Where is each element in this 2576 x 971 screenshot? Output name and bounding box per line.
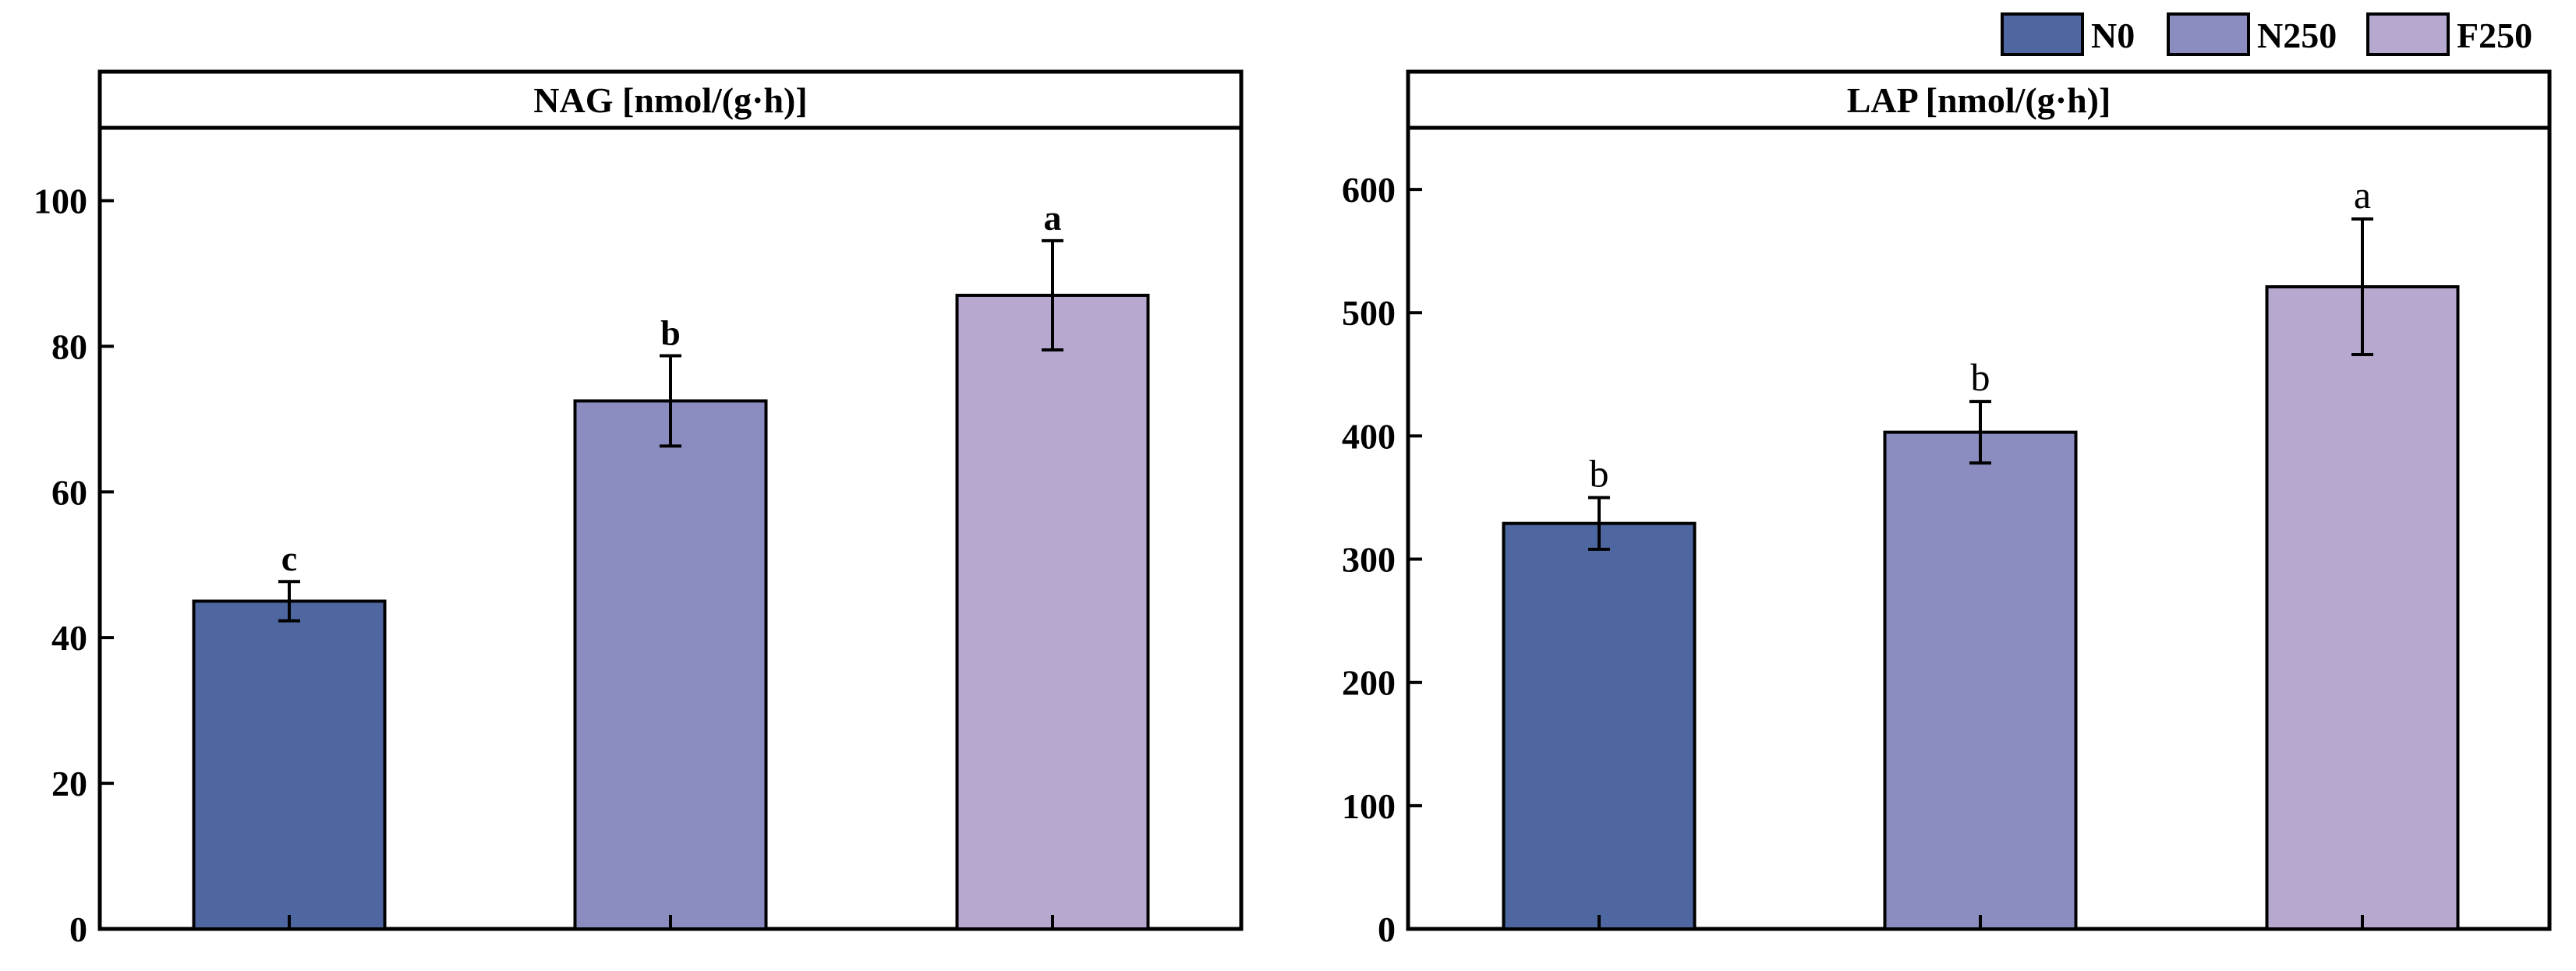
- legend-swatch-f250: [2366, 12, 2450, 56]
- y-tick-label-nag-60: 60: [51, 472, 87, 512]
- bar-nag-n250: [573, 399, 768, 930]
- significance-label-nag-n250: b: [660, 313, 681, 353]
- y-tick-label-lap-400: 400: [1342, 416, 1396, 456]
- y-tick-label-lap-100: 100: [1342, 786, 1396, 826]
- legend-swatch-n250: [2167, 12, 2250, 56]
- significance-label-lap-n0: b: [1590, 451, 1609, 495]
- y-tick-label-nag-20: 20: [51, 764, 87, 803]
- panel-lap: LAP [nmol/(g·h)] 0 100 200 300 400 500 600 b b a: [1342, 69, 2552, 949]
- y-tick-label-lap-500: 500: [1342, 293, 1396, 333]
- y-tick-label-lap-300: 300: [1342, 540, 1396, 580]
- significance-label-nag-f250: a: [1044, 198, 1062, 238]
- legend-swatch-n0: [2001, 12, 2084, 56]
- panel-nag: NAG [nmol/(g·h)] 0 20 40 60 80 100 c b a: [34, 69, 1244, 949]
- y-tick-label-nag-40: 40: [51, 618, 87, 658]
- bar-lap-n250: [1883, 430, 2078, 930]
- bar-nag-n0: [192, 599, 387, 930]
- y-tick-label-nag-80: 80: [51, 327, 87, 366]
- y-tick-label-nag-0: 0: [69, 909, 87, 949]
- legend-label-n250: N250: [2257, 16, 2337, 55]
- bar-nag-f250: [955, 293, 1150, 931]
- y-tick-label-lap-200: 200: [1342, 663, 1396, 703]
- legend-label-f250: F250: [2457, 16, 2532, 55]
- significance-label-nag-n0: c: [281, 538, 297, 578]
- y-tick-label-nag-100: 100: [34, 181, 87, 221]
- panel-title-nag: NAG [nmol/(g·h)]: [533, 80, 807, 120]
- bar-lap-n0: [1502, 521, 1697, 930]
- legend-label-n0: N0: [2091, 16, 2135, 55]
- y-tick-label-lap-0: 0: [1378, 909, 1396, 949]
- y-tick-label-lap-600: 600: [1342, 170, 1396, 210]
- legend: N0 N250 F250: [2001, 12, 2532, 56]
- significance-label-lap-f250: a: [2354, 173, 2371, 217]
- bar-lap-f250: [2265, 285, 2460, 931]
- panel-title-lap: LAP [nmol/(g·h)]: [1847, 80, 2111, 120]
- significance-label-lap-n250: b: [1971, 355, 1990, 399]
